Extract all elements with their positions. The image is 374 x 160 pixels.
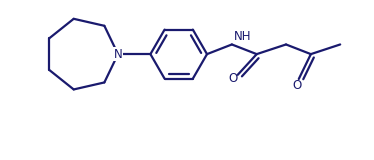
Text: O: O [292,79,302,92]
Text: N: N [114,48,122,61]
Text: NH: NH [234,30,251,43]
Text: O: O [228,72,237,85]
